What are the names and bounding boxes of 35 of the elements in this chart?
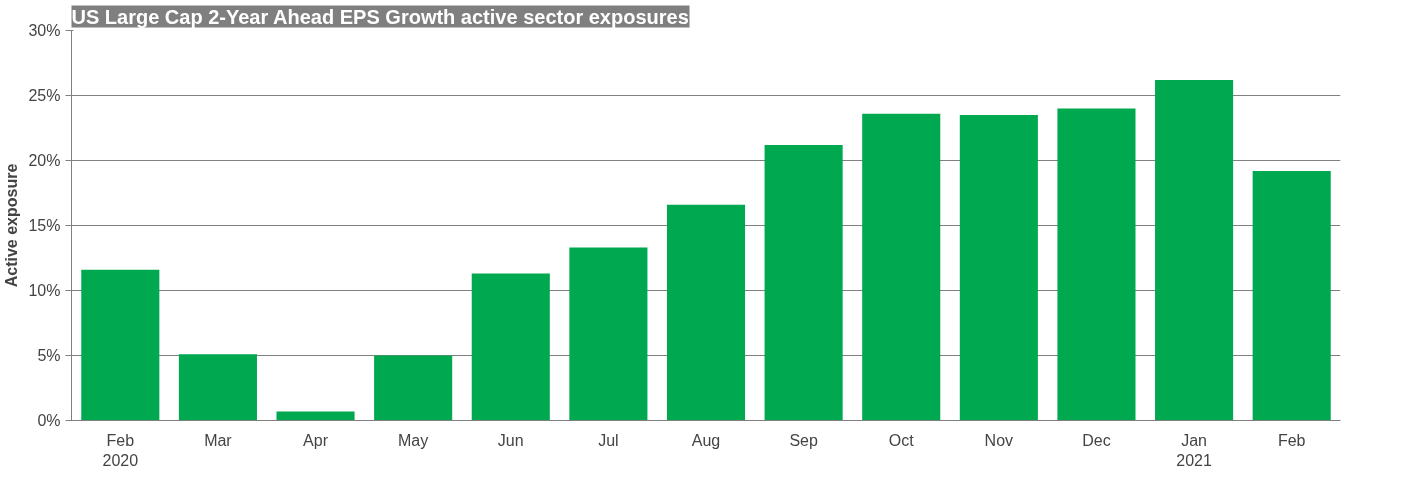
x-tick-label: Mar — [204, 431, 233, 449]
x-tick-label: May — [398, 431, 429, 449]
bar — [862, 113, 941, 421]
x-tick-label: Sep — [789, 431, 818, 449]
bar — [1252, 170, 1331, 421]
bar — [1057, 108, 1136, 421]
y-tick-label: 25% — [28, 87, 61, 104]
x-tick-label: Nov — [984, 431, 1014, 449]
bar — [178, 354, 257, 421]
x-tick-label: Jul — [598, 431, 619, 449]
bar — [276, 411, 355, 421]
x-tick-label: Jun — [497, 431, 524, 449]
x-tick-label: Jan 2021 — [1176, 431, 1212, 469]
y-tick-label: 0% — [37, 412, 61, 429]
y-tick-label: 30% — [28, 22, 61, 39]
chart-title: US Large Cap 2-Year Ahead EPS Growth active sector exposures — [71, 5, 689, 28]
x-tick-label: Feb — [1277, 431, 1306, 449]
y-tick-label: 15% — [28, 217, 61, 234]
bar — [959, 115, 1038, 421]
x-tick-label: Feb 2020 — [102, 431, 139, 469]
y-axis-title: Active exposure — [3, 163, 21, 288]
bar — [764, 144, 843, 421]
x-tick-label: Oct — [888, 431, 915, 449]
bar — [471, 273, 550, 421]
x-tick-label: Dec — [1082, 431, 1111, 449]
y-tick-label: 20% — [28, 152, 61, 169]
bar — [1155, 79, 1234, 421]
x-tick-label: Aug — [691, 431, 721, 449]
bar — [81, 269, 160, 421]
bar — [569, 247, 648, 421]
bar — [374, 355, 453, 421]
y-tick-label: 10% — [28, 282, 61, 299]
y-tick-label: 5% — [37, 347, 61, 364]
x-tick-label: Apr — [303, 431, 329, 449]
bar — [666, 204, 746, 421]
